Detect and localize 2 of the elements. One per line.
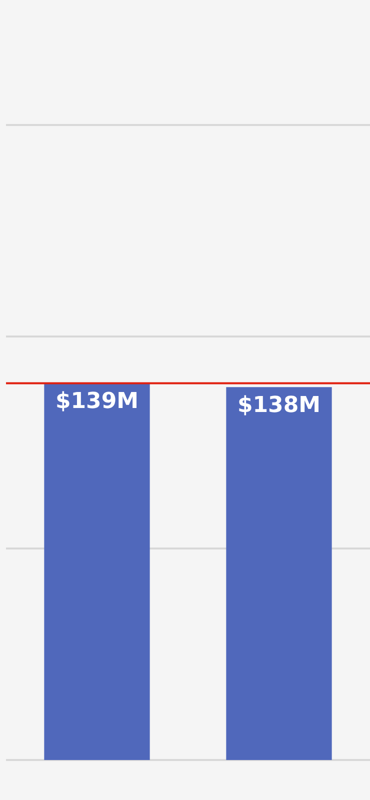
data-label: $138M xyxy=(237,393,321,418)
data-label: $139M xyxy=(55,388,139,414)
